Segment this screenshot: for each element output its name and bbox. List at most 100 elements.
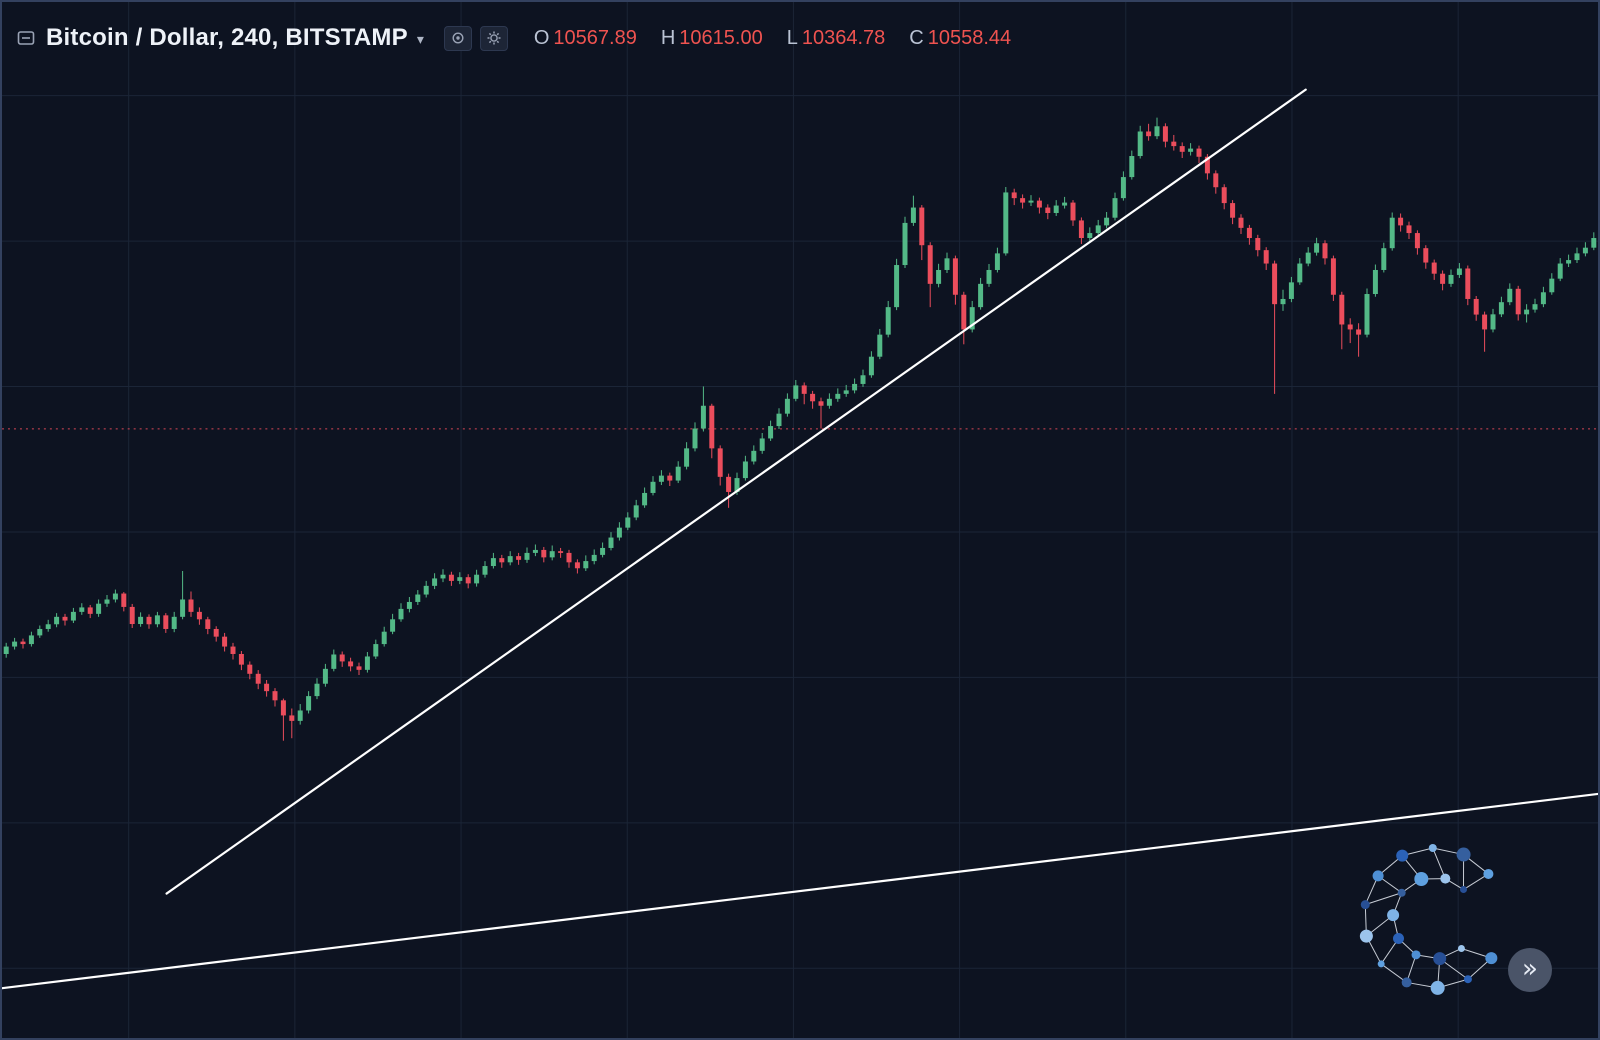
chart-header: Bitcoin / Dollar, 240, BITSTAMP ▾ xyxy=(2,14,1011,62)
candle-body xyxy=(364,656,370,670)
candle-body xyxy=(1137,131,1143,157)
candle-body xyxy=(222,636,228,647)
candle-body xyxy=(1498,302,1504,315)
candle-body xyxy=(1456,268,1462,275)
candle-body xyxy=(591,554,597,562)
candle-body xyxy=(1322,243,1328,259)
candle-body xyxy=(1582,247,1588,254)
candle-body xyxy=(751,450,757,462)
gear-button[interactable] xyxy=(479,25,508,51)
high-label: H xyxy=(660,26,676,49)
candle-body xyxy=(154,615,160,625)
candle-body xyxy=(112,593,118,600)
logo-node xyxy=(1359,929,1373,943)
candle-body xyxy=(1112,198,1118,218)
candle-body xyxy=(1566,260,1572,264)
candle-body xyxy=(1515,288,1521,315)
close-label: C xyxy=(909,26,924,49)
candle-body xyxy=(138,616,144,625)
candle-body xyxy=(1045,207,1051,213)
candle-body xyxy=(272,691,278,701)
candle-body xyxy=(1381,248,1387,270)
candle-body xyxy=(1255,238,1261,251)
candle-body xyxy=(280,700,286,716)
square-dash-icon xyxy=(17,31,35,45)
candle-body xyxy=(1448,274,1454,284)
gear-icon xyxy=(487,31,501,45)
candle-body xyxy=(1238,217,1244,228)
trend-line[interactable] xyxy=(165,88,1307,895)
candle-body xyxy=(1389,217,1395,249)
candle-body xyxy=(1465,268,1471,299)
candle-body xyxy=(784,398,790,414)
candle-body xyxy=(684,448,690,467)
candle-body xyxy=(406,601,412,609)
candle-body xyxy=(1473,298,1479,315)
candle-body xyxy=(1549,278,1555,293)
candle-body xyxy=(1003,192,1009,254)
candle-body xyxy=(843,390,849,394)
candle-body xyxy=(196,611,202,620)
ohlc-low: L 10364.78 xyxy=(787,27,886,50)
candle-body xyxy=(1330,258,1336,295)
logo-node xyxy=(1459,886,1467,894)
candle-body xyxy=(776,413,782,427)
candle-body xyxy=(482,566,488,575)
ohlc-close: C 10558.44 xyxy=(909,27,1011,50)
candle-body xyxy=(978,283,984,308)
candle-body xyxy=(87,607,93,614)
candle-body xyxy=(146,616,152,625)
candle-body xyxy=(910,207,916,223)
logo-node xyxy=(1485,952,1498,965)
candle-body xyxy=(104,599,110,604)
candle-body xyxy=(37,628,43,636)
candle-body xyxy=(45,624,51,629)
candle-body xyxy=(927,245,933,284)
candle-body xyxy=(1129,156,1135,178)
candle-body xyxy=(852,383,858,391)
candle-body xyxy=(1507,288,1513,303)
candle-body xyxy=(348,661,354,667)
trend-line[interactable] xyxy=(2,792,1598,990)
candle-body xyxy=(448,574,454,581)
candle-body xyxy=(885,307,891,335)
candle-body xyxy=(1364,294,1370,335)
candle-body xyxy=(1204,156,1210,174)
logo-edge xyxy=(1432,847,1446,879)
candle-body xyxy=(314,683,320,697)
candle-body xyxy=(373,644,379,657)
logo-node xyxy=(1483,868,1494,879)
candle-body xyxy=(465,577,471,584)
chart-quick-actions xyxy=(443,25,508,51)
candle-body xyxy=(994,253,1000,270)
candle-body xyxy=(1372,269,1378,295)
candle-body xyxy=(810,393,816,402)
candle-body xyxy=(692,428,698,449)
candle-body xyxy=(1230,203,1236,218)
candle-body xyxy=(247,664,253,674)
scroll-right-button[interactable]: » xyxy=(1508,948,1552,992)
candle-body xyxy=(96,603,102,614)
candle-body xyxy=(1179,146,1185,152)
low-value: 10364.78 xyxy=(801,26,886,49)
candle-body xyxy=(1356,329,1362,335)
ohlc-high: H 10615.00 xyxy=(661,27,763,50)
candle-body xyxy=(1406,225,1412,234)
candle-body xyxy=(1095,225,1101,234)
legend-toggle-icon[interactable] xyxy=(16,29,36,47)
candle-body xyxy=(1120,177,1126,199)
logo-edge xyxy=(1365,892,1402,906)
chevron-down-icon: ▾ xyxy=(416,32,424,48)
logo-node xyxy=(1377,960,1385,968)
candle-body xyxy=(902,222,908,266)
candle-body xyxy=(1146,131,1152,137)
candle-body xyxy=(558,551,564,553)
eye-button[interactable] xyxy=(443,25,472,51)
candle-body xyxy=(1196,148,1202,157)
candle-body xyxy=(1314,243,1320,253)
candle-body xyxy=(70,611,76,621)
symbol-menu-button[interactable]: Bitcoin / Dollar, 240, BITSTAMP ▾ xyxy=(46,24,424,52)
logo-node xyxy=(1414,872,1429,887)
